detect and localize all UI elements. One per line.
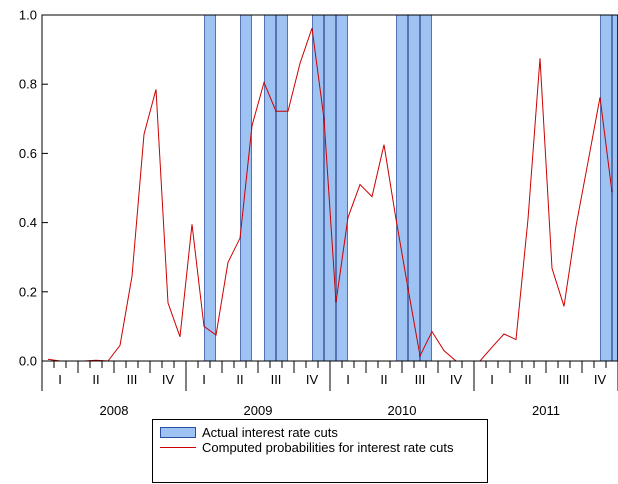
- line-series: [47, 27, 613, 362]
- x-quarter-label: IV: [450, 372, 463, 387]
- x-quarter-label: II: [380, 372, 387, 387]
- x-quarter-label: I: [58, 372, 62, 387]
- axes: [41, 14, 618, 391]
- bar: [396, 14, 408, 362]
- bar: [264, 14, 276, 362]
- bar: [312, 14, 324, 362]
- legend-bar-swatch: [160, 426, 196, 438]
- bar: [612, 14, 618, 362]
- bar: [408, 14, 420, 362]
- y-tick-label: 0.8: [19, 77, 37, 92]
- x-quarter-label: IV: [594, 372, 607, 387]
- bar-series: [204, 14, 618, 362]
- x-year-label: 2009: [244, 403, 273, 418]
- x-quarter-label: III: [127, 372, 138, 387]
- legend-item-line: Computed probabilities for interest rate…: [160, 439, 453, 455]
- x-quarter-label: II: [236, 372, 243, 387]
- y-tick-label: 0.6: [19, 146, 37, 161]
- x-year-label: 2008: [100, 403, 129, 418]
- legend-line-swatch: [160, 446, 196, 448]
- legend-line-label: Computed probabilities for interest rate…: [202, 439, 454, 455]
- bar: [600, 14, 612, 362]
- bar: [420, 14, 432, 362]
- bar: [204, 14, 216, 362]
- bar: [276, 14, 288, 362]
- tick-labels: 0.00.20.40.60.81.0I II III IV I II III IV I II III…: [19, 8, 607, 419]
- y-tick-label: 0.4: [19, 215, 37, 230]
- x-quarter-label: I: [202, 372, 206, 387]
- x-quarter-label: IV: [162, 372, 175, 387]
- x-quarter-label: III: [559, 372, 570, 387]
- legend: Actual interest rate cuts Computed proba…: [152, 419, 488, 483]
- y-tick-label: 0.0: [19, 354, 37, 369]
- bar: [240, 14, 252, 362]
- x-quarter-label: II: [524, 372, 531, 387]
- legend-bar-label: Actual interest rate cuts: [202, 424, 338, 440]
- x-quarter-label: III: [415, 372, 426, 387]
- legend-item-bars: Actual interest rate cuts: [160, 424, 338, 440]
- y-tick-label: 1.0: [19, 8, 37, 23]
- x-quarter-label: II: [92, 372, 99, 387]
- x-quarter-label: III: [271, 372, 282, 387]
- x-quarter-label: I: [490, 372, 494, 387]
- x-year-label: 2011: [532, 403, 560, 418]
- bar: [336, 14, 348, 362]
- y-tick-label: 0.2: [19, 284, 37, 299]
- x-year-label: 2010: [388, 403, 417, 418]
- x-quarter-label: IV: [306, 372, 319, 387]
- probability-line: [47, 27, 613, 362]
- x-quarter-label: I: [346, 372, 350, 387]
- bar: [324, 14, 336, 362]
